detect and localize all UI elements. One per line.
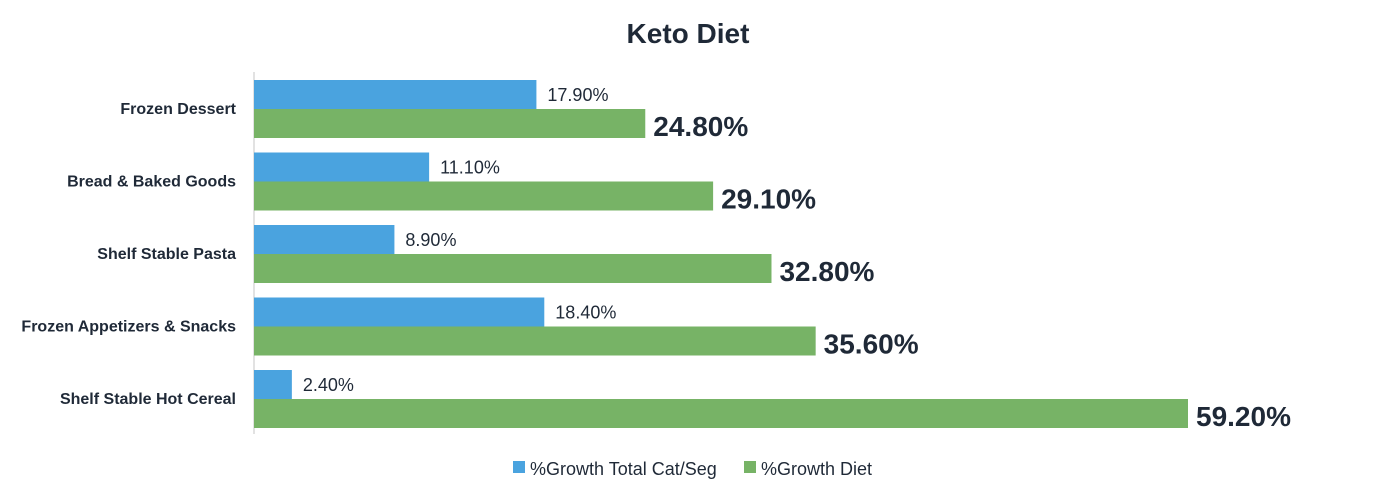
legend-item-diet: %Growth Diet [744, 459, 872, 479]
bar-total-frozen-dessert [254, 80, 537, 109]
bar-total-bread-and-baked-goods [254, 152, 430, 182]
legend-item-diet-swatch [744, 461, 756, 473]
category-label-shelf-stable-pasta: Shelf Stable Pasta [97, 246, 236, 263]
bar-total-shelf-stable-pasta [254, 225, 395, 254]
legend: %Growth Total Cat/Seg %Growth Diet [513, 459, 872, 479]
data-label-total-shelf-stable-hot-cereal: 2.40% [303, 375, 354, 395]
category-label-shelf-stable-hot-cereal: Shelf Stable Hot Cereal [60, 391, 236, 408]
labels-layer: Frozen Dessert 17.90% 24.80% Bread & Baked … [21, 85, 1291, 432]
bar-diet-shelf-stable-pasta [254, 254, 772, 283]
bar-total-frozen-appetizers-and-snacks [254, 297, 545, 327]
bar-diet-frozen-dessert [254, 109, 646, 138]
bars-layer [254, 80, 1188, 428]
data-label-diet-shelf-stable-pasta: 32.80% [779, 256, 874, 287]
data-label-total-shelf-stable-pasta: 8.90% [405, 230, 456, 250]
legend-item-diet-label: %Growth Diet [761, 459, 872, 479]
bar-diet-shelf-stable-hot-cereal [254, 399, 1188, 428]
legend-item-total-swatch [513, 461, 525, 473]
legend-item-total-label: %Growth Total Cat/Seg [530, 459, 717, 479]
data-label-diet-bread-and-baked-goods: 29.10% [721, 184, 816, 215]
bar-diet-frozen-appetizers-and-snacks [254, 326, 816, 356]
bar-total-shelf-stable-hot-cereal [254, 370, 292, 399]
category-label-frozen-dessert: Frozen Dessert [120, 101, 236, 118]
data-label-total-frozen-dessert: 17.90% [547, 85, 608, 105]
data-label-diet-frozen-appetizers-and-snacks: 35.60% [824, 329, 919, 360]
chart-title: Keto Diet [627, 18, 750, 49]
category-label-frozen-appetizers-and-snacks: Frozen Appetizers & Snacks [21, 319, 236, 336]
data-label-total-bread-and-baked-goods: 11.10% [440, 158, 500, 178]
data-label-diet-shelf-stable-hot-cereal: 59.20% [1196, 401, 1291, 432]
data-label-diet-frozen-dessert: 24.80% [653, 111, 748, 142]
legend-item-total: %Growth Total Cat/Seg [513, 459, 717, 479]
bar-diet-bread-and-baked-goods [254, 181, 714, 211]
data-label-total-frozen-appetizers-and-snacks: 18.40% [555, 303, 616, 323]
category-label-bread-and-baked-goods: Bread & Baked Goods [67, 174, 236, 191]
